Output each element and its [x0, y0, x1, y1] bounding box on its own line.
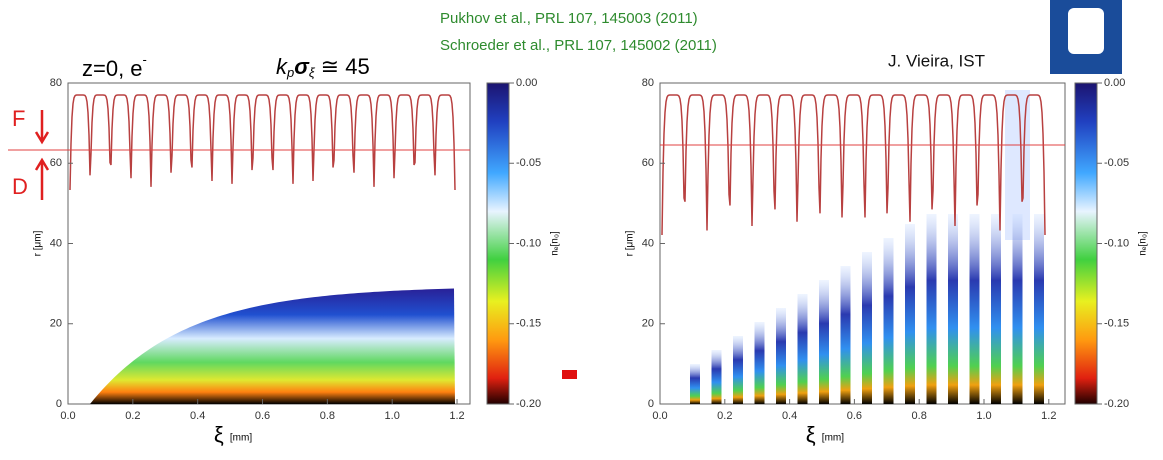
- formula-part: ≅ 45: [321, 54, 370, 79]
- x-tick-label: 1.0: [976, 410, 991, 422]
- author: J. Vieira, IST: [888, 51, 985, 70]
- citation: Schroeder et al., PRL 107, 145002 (2011): [440, 37, 717, 54]
- colorbar-tick-label: -0.05: [516, 157, 541, 169]
- density-streak: [862, 252, 872, 404]
- formula-part: k: [276, 54, 288, 79]
- density-streak: [926, 214, 937, 404]
- density-streak: [690, 364, 700, 404]
- citation: Pukhov et al., PRL 107, 145003 (2011): [440, 10, 698, 27]
- x-axis-unit: [mm]: [230, 433, 252, 444]
- charge: -: [143, 52, 147, 67]
- colorbar-tick-label: -0.05: [1104, 157, 1129, 169]
- colorbar-tick-label: 0.00: [1104, 77, 1125, 89]
- colorbar-tick-label: 0.00: [516, 77, 537, 89]
- y-tick-label: 0: [648, 398, 654, 410]
- density-streak: [776, 308, 786, 404]
- y-tick-label: 80: [642, 77, 654, 89]
- y-tick-label: 20: [642, 318, 654, 330]
- y-tick-label: 0: [56, 398, 62, 410]
- focus-label: F: [12, 106, 25, 131]
- y-axis-label: r [μm]: [33, 230, 44, 256]
- formula: kpσξ ≅ 45: [276, 54, 370, 81]
- density-streak: [797, 294, 808, 404]
- colorbar-label: nₑ[n₀]: [1138, 231, 1149, 256]
- colorbar-tick-label: -0.20: [516, 398, 541, 410]
- density-streak: [1012, 214, 1023, 404]
- y-tick-label: 80: [50, 77, 62, 89]
- colorbar: [486, 82, 510, 405]
- defocus-label: D: [12, 174, 28, 199]
- x-tick-label: 0.0: [652, 410, 667, 422]
- colorbar-tick-label: -0.15: [1104, 318, 1129, 330]
- formula-part: ξ: [309, 65, 316, 80]
- density-streak: [1034, 214, 1044, 404]
- colorbar-tick-label: -0.15: [516, 318, 541, 330]
- field-curve: [661, 94, 1046, 236]
- y-tick-label: 20: [50, 318, 62, 330]
- y-tick-label: 40: [642, 237, 654, 249]
- density-streak: [754, 322, 765, 404]
- colorbar-tick-label: -0.10: [516, 237, 541, 249]
- x-tick-label: 0.4: [782, 410, 797, 422]
- x-tick-label: 0.6: [847, 410, 862, 422]
- x-tick-label: 0.0: [60, 410, 75, 422]
- x-axis-label: ξ: [806, 422, 816, 447]
- arrow: [34, 110, 50, 145]
- case-text: z=0, e: [82, 56, 143, 81]
- x-tick-label: 0.2: [717, 410, 732, 422]
- x-tick-label: 0.2: [125, 410, 140, 422]
- colorbar: [1074, 82, 1098, 405]
- y-tick-label: 40: [50, 237, 62, 249]
- marker: [562, 370, 577, 379]
- density-streak: [711, 350, 722, 404]
- colorbar-tick-label: -0.10: [1104, 237, 1129, 249]
- x-tick-label: 0.8: [320, 410, 335, 422]
- x-axis-unit: [mm]: [822, 433, 844, 444]
- density-streak: [733, 336, 743, 404]
- colorbar-label: nₑ[n₀]: [550, 231, 561, 256]
- y-axis-label: r [μm]: [625, 230, 636, 256]
- logo-shield: [1068, 8, 1104, 54]
- case-label: z=0, e-: [82, 52, 147, 80]
- x-tick-label: 0.8: [912, 410, 927, 422]
- y-tick-label: 60: [50, 157, 62, 169]
- formula-part: p: [286, 65, 294, 80]
- colorbar-tick-label: -0.20: [1104, 398, 1129, 410]
- density-streak: [883, 238, 894, 404]
- x-tick-label: 1.2: [449, 410, 464, 422]
- formula-part: σ: [294, 54, 310, 79]
- x-tick-label: 0.4: [190, 410, 205, 422]
- density-streak: [819, 280, 829, 404]
- density-streak: [840, 266, 851, 404]
- density-region: [90, 288, 455, 404]
- density-streak: [991, 214, 1001, 404]
- x-tick-label: 1.0: [385, 410, 400, 422]
- density-streak: [969, 214, 980, 404]
- x-tick-label: 1.2: [1041, 410, 1056, 422]
- x-tick-label: 0.6: [255, 410, 270, 422]
- arrow: [34, 157, 50, 200]
- x-axis-label: ξ: [214, 422, 224, 447]
- field-curve: [69, 94, 456, 191]
- density-streak: [905, 224, 915, 404]
- y-tick-label: 60: [642, 157, 654, 169]
- density-streak: [948, 214, 958, 404]
